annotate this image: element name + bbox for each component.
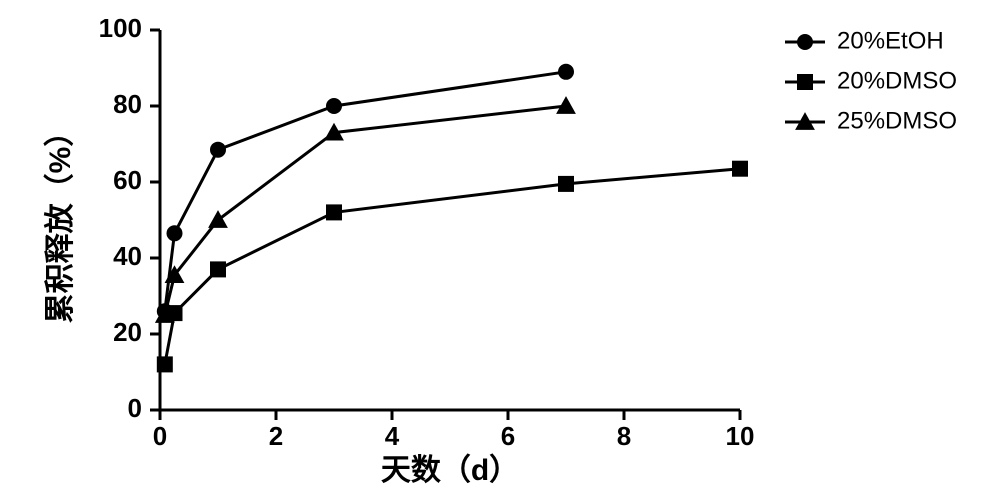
marker-square <box>210 261 226 277</box>
marker-circle <box>326 98 342 114</box>
x-tick-label: 6 <box>501 421 515 451</box>
series-line <box>165 169 740 365</box>
x-tick-label: 10 <box>726 421 755 451</box>
marker-square <box>558 176 574 192</box>
marker-circle <box>210 142 226 158</box>
y-tick-label: 0 <box>128 393 142 423</box>
x-tick-label: 2 <box>269 421 283 451</box>
marker-triangle <box>556 96 576 114</box>
marker-circle <box>797 34 813 50</box>
series-line <box>165 106 566 315</box>
legend-label: 20%EtOH <box>837 27 944 54</box>
marker-square <box>157 356 173 372</box>
x-axis-title: 天数（d） <box>381 453 519 487</box>
series <box>157 161 748 373</box>
marker-square <box>732 161 748 177</box>
y-tick-label: 40 <box>113 241 142 271</box>
marker-circle <box>558 64 574 80</box>
y-tick-label: 100 <box>99 13 142 43</box>
legend-label: 25%DMSO <box>837 107 957 134</box>
x-tick-label: 0 <box>153 421 167 451</box>
y-tick-label: 80 <box>113 89 142 119</box>
legend-item: 20%DMSO <box>785 67 957 94</box>
x-tick-label: 8 <box>617 421 631 451</box>
marker-triangle <box>208 210 228 228</box>
y-tick-label: 60 <box>113 165 142 195</box>
line-chart: 0246810020406080100天数（d）累积释放（%）20%EtOH20… <box>0 0 1000 504</box>
chart-container: { "chart": { "type": "line", "background… <box>0 0 1000 504</box>
legend-label: 20%DMSO <box>837 67 957 94</box>
x-tick-label: 4 <box>385 421 400 451</box>
legend-item: 25%DMSO <box>785 107 957 134</box>
y-tick-label: 20 <box>113 317 142 347</box>
marker-circle <box>167 225 183 241</box>
marker-square <box>797 74 813 90</box>
marker-square <box>326 204 342 220</box>
legend-item: 20%EtOH <box>785 27 944 54</box>
y-axis-title: 累积释放（%） <box>43 117 77 324</box>
